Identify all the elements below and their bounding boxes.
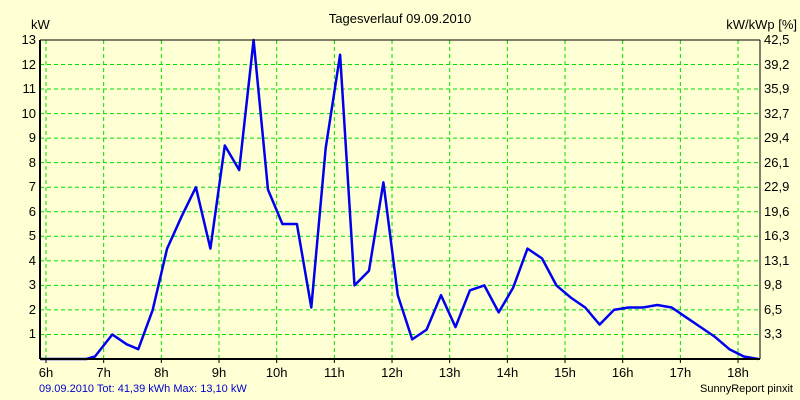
x-tick-label: 6h [38, 365, 54, 380]
right-tick-label: 29,4 [764, 130, 790, 146]
credit-text: SunnyReport pinxit [700, 383, 793, 395]
left-tick-label: 5 [28, 228, 36, 244]
x-tick-label: 13h [438, 365, 461, 380]
left-tick-label: 2 [28, 301, 36, 317]
right-tick-label: 6,5 [764, 301, 783, 317]
left-tick-label: 8 [28, 154, 36, 170]
axis-frame [39, 39, 761, 360]
x-tick-label: 12h [381, 365, 403, 380]
right-tick-label: 3,3 [764, 326, 783, 342]
power-line [40, 38, 759, 361]
x-tick-label: 7h [96, 365, 111, 380]
chart-title: Tagesverlauf 09.09.2010 [328, 11, 472, 26]
left-tick-label: 4 [28, 252, 36, 268]
x-tick-label: 11h [323, 365, 345, 380]
right-tick-label: 42,5 [764, 31, 790, 47]
x-tick-label: 9h [211, 365, 227, 380]
x-tick-label: 14h [496, 365, 519, 380]
left-tick-label: 7 [28, 179, 36, 195]
right-tick-label: 16,3 [764, 228, 790, 244]
right-tick-label: 22,9 [764, 179, 790, 195]
right-axis-unit: kW/kWp [%] [726, 17, 797, 32]
left-tick-label: 11 [22, 81, 37, 97]
x-tick-label: 17h [669, 365, 692, 380]
x-tick-label: 8h [154, 365, 169, 380]
left-tick-label: 13 [21, 31, 36, 47]
left-axis-unit: kW [31, 17, 50, 32]
x-tick-label: 15h [554, 365, 576, 380]
left-tick-label: 6 [28, 203, 36, 219]
left-tick-label: 3 [28, 277, 36, 293]
right-tick-label: 32,7 [764, 105, 790, 121]
x-tick-label: 10h [265, 365, 288, 380]
right-tick-label: 35,9 [764, 81, 790, 97]
right-tick-label: 9,8 [764, 277, 783, 293]
left-tick-label: 9 [28, 130, 36, 146]
right-tick-label: 13,1 [764, 252, 790, 268]
left-tick-label: 1 [28, 326, 36, 342]
right-tick-label: 26,1 [764, 154, 790, 170]
right-tick-label: 19,6 [764, 203, 790, 219]
left-tick-label: 10 [21, 105, 36, 121]
right-tick-label: 39,2 [764, 56, 790, 72]
grid-lines [40, 39, 760, 363]
x-tick-label: 16h [611, 365, 634, 380]
daily-summary: 09.09.2010 Tot: 41,39 kWh Max: 13,10 kW [39, 383, 247, 395]
x-tick-label: 18h [727, 365, 749, 380]
left-tick-label: 12 [21, 56, 36, 72]
